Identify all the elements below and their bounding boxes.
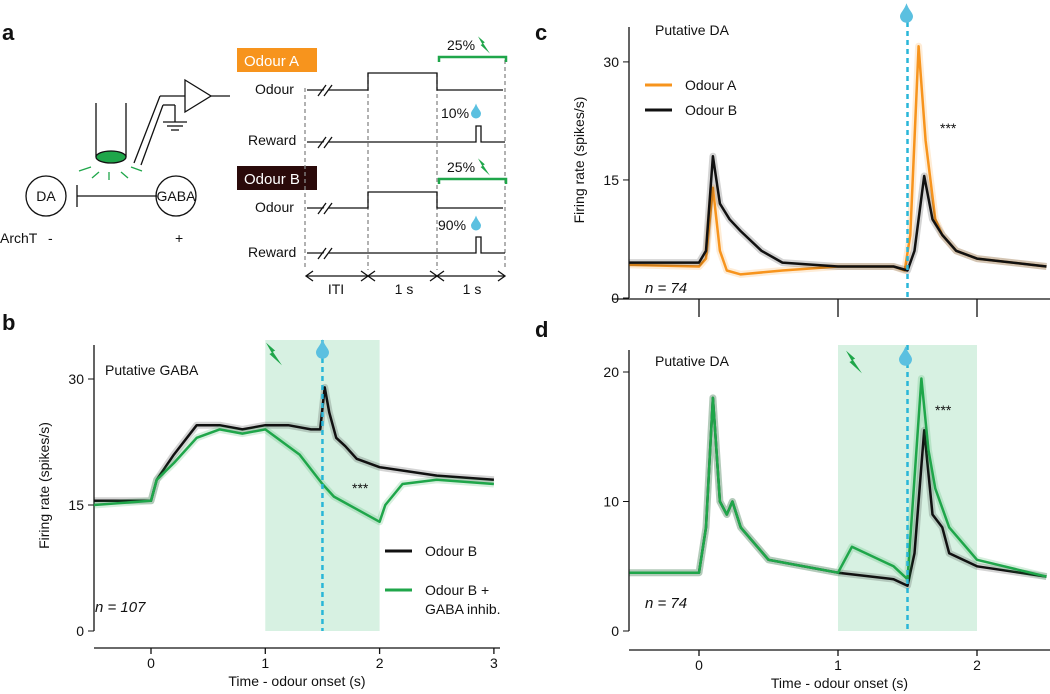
iti-label: ITI <box>328 281 344 297</box>
significance-annotation: *** <box>940 120 957 136</box>
odour-a-box <box>237 48 317 72</box>
significance-annotation: *** <box>352 480 369 496</box>
stim-prob-a: 25% <box>447 37 475 53</box>
series-line-odour-b-gaba-inhib- <box>629 377 1047 581</box>
panel-letter: c <box>535 20 547 45</box>
significance-annotation: *** <box>935 402 952 418</box>
stim-prob-b: 25% <box>447 159 475 175</box>
archt-da-minus: - <box>48 230 53 246</box>
y-tick-label: 30 <box>603 54 619 70</box>
x-axis-label: Time - odour onset (s) <box>228 673 365 689</box>
water-drop-icon <box>900 3 913 23</box>
reward-prob-a: 10% <box>441 105 469 121</box>
laser-bolt-icon <box>478 158 490 176</box>
series-line-odour-b <box>629 155 1047 272</box>
odour-row-label: Odour <box>255 199 294 215</box>
laser-bolt-icon <box>478 36 490 54</box>
x-tick-label: 3 <box>490 655 498 671</box>
y-tick-label: 15 <box>68 497 84 513</box>
y-tick-label: 20 <box>603 364 619 380</box>
gaba-neuron-label: GABA <box>157 188 197 204</box>
n-label: n = 74 <box>645 280 687 297</box>
reward-row-label: Reward <box>248 244 296 260</box>
panel-letter: b <box>2 310 15 335</box>
panel-letter-a: a <box>2 20 15 45</box>
y-tick-label: 0 <box>611 290 619 306</box>
water-drop-icon <box>471 103 481 119</box>
panel-letter: d <box>535 317 548 342</box>
x-tick-label: 2 <box>376 655 384 671</box>
y-tick-label: 0 <box>611 623 619 639</box>
recording-setup-icon <box>25 78 230 217</box>
series-line-odour-b <box>93 386 494 503</box>
y-tick-label: 30 <box>68 371 84 387</box>
x-tick-label: 0 <box>695 657 703 673</box>
y-tick-label: 15 <box>603 172 619 188</box>
odour-b-label: Odour B <box>244 171 300 188</box>
sem-band <box>629 152 1047 274</box>
y-tick-label: 10 <box>603 494 619 510</box>
legend-label: GABA inhib. <box>425 601 501 617</box>
x-tick-label: 0 <box>147 655 155 671</box>
legend-label: Odour B <box>425 543 477 559</box>
legend-label: Odour B + <box>425 582 489 598</box>
x-axis-label: Time - odour onset (s) <box>771 675 908 691</box>
y-tick-label: 0 <box>76 623 84 639</box>
odour-a-label: Odour A <box>244 53 299 70</box>
odour-b-box <box>237 166 317 190</box>
odour-duration-label: 1 s <box>395 281 414 297</box>
delay-duration-label: 1 s <box>463 281 482 297</box>
legend-label: Odour A <box>685 77 737 93</box>
y-axis-label: Firing rate (spikes/s) <box>36 422 52 549</box>
n-label: n = 74 <box>645 595 687 612</box>
reward-row-label: Reward <box>248 132 296 148</box>
chart-title: Putative GABA <box>105 362 199 378</box>
panel-a-schematic: a DA GABA ArchT - + Odour A Odour B Odou… <box>0 20 508 297</box>
series-line-odour-b-gaba-inhib- <box>93 428 494 524</box>
legend-label: Odour B <box>685 102 737 118</box>
chart-title: Putative DA <box>655 353 730 369</box>
n-label: n = 107 <box>95 599 146 616</box>
charts: 0 15 30 0 1 2 3 Time - odour onset (s) Firing ra… <box>2 3 1050 691</box>
odour-row-label: Odour <box>255 81 294 97</box>
archt-gaba-plus: + <box>175 230 183 246</box>
archt-label: ArchT <box>0 230 38 246</box>
reward-prob-b: 90% <box>438 217 466 233</box>
timing-traces <box>304 55 508 282</box>
chart-title: Putative DA <box>655 22 730 38</box>
x-tick-label: 1 <box>261 655 269 671</box>
x-tick-label: 2 <box>973 657 981 673</box>
x-tick-label: 1 <box>834 657 842 673</box>
water-drop-icon <box>471 215 481 231</box>
y-axis-label: Firing rate (spikes/s) <box>571 97 587 224</box>
da-neuron-label: DA <box>36 188 56 204</box>
